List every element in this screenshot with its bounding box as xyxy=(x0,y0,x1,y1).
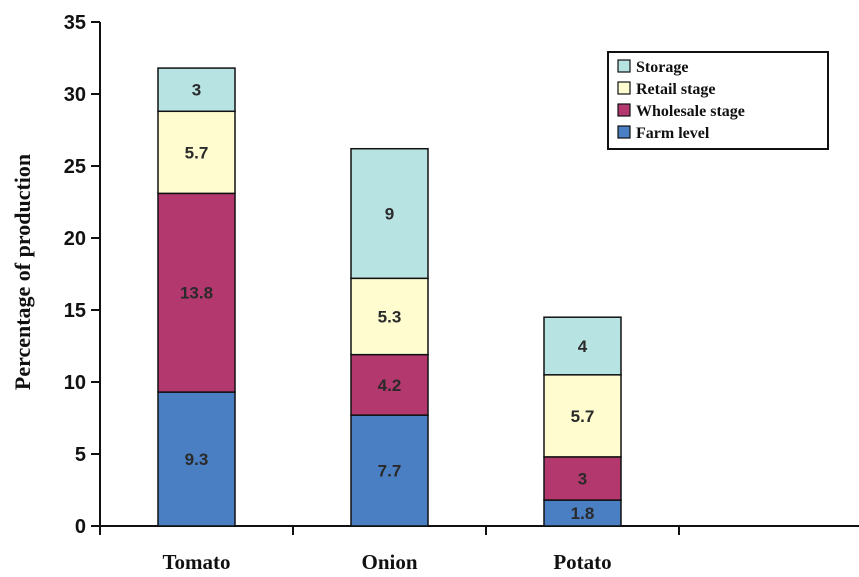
bar-segment xyxy=(543,374,622,458)
data-labels: 9.3 13.8 5.7 3 7.7 4.2 5.3 9 1.8 3 5.7 4 xyxy=(180,81,594,523)
bar-segment xyxy=(543,316,622,376)
legend-swatch xyxy=(617,103,631,117)
legend-swatch xyxy=(617,125,631,139)
x-tick-label: Potato xyxy=(553,550,611,574)
data-label: 7.7 xyxy=(378,462,402,481)
axes: 0 5 10 15 20 25 30 35 Tomato Onion Potato xyxy=(64,12,859,574)
bar-segment xyxy=(157,391,236,527)
data-label: 9.3 xyxy=(185,450,209,469)
legend-box xyxy=(607,51,829,150)
data-label: 5.3 xyxy=(378,307,402,326)
bar-segment xyxy=(157,110,236,195)
legend-swatch xyxy=(617,59,631,73)
y-tick-label: 20 xyxy=(64,228,86,250)
y-tick-label: 10 xyxy=(64,372,86,394)
data-label: 4.2 xyxy=(378,376,402,395)
bar-segment xyxy=(350,277,429,356)
data-label: 1.8 xyxy=(571,504,595,523)
data-label: 4 xyxy=(578,337,588,356)
y-tick-label: 15 xyxy=(64,300,86,322)
data-label: 5.7 xyxy=(185,143,209,162)
legend: Storage Retail stage Wholesale stage Farm l… xyxy=(607,51,829,150)
x-tick-label: Tomato xyxy=(162,550,230,574)
legend-label: Farm level xyxy=(636,125,710,142)
legend-swatch xyxy=(617,81,631,95)
y-tick-label: 0 xyxy=(75,516,86,538)
bar-segment xyxy=(350,414,429,527)
y-tick-label: 30 xyxy=(64,84,86,106)
y-tick-label: 5 xyxy=(75,444,86,466)
bar-segment xyxy=(543,499,622,527)
bar-segment xyxy=(157,192,236,393)
bar-segment xyxy=(543,456,622,501)
legend-label: Storage xyxy=(636,59,688,76)
data-label: 3 xyxy=(192,81,201,100)
bar-segment xyxy=(157,67,236,113)
legend-label: Wholesale stage xyxy=(636,103,745,120)
bar-segment xyxy=(350,353,429,416)
data-label: 9 xyxy=(385,205,394,224)
x-tick-label: Onion xyxy=(361,550,417,574)
data-label: 3 xyxy=(578,469,587,488)
data-label: 13.8 xyxy=(180,284,213,303)
y-tick-label: 25 xyxy=(64,156,86,178)
legend-label: Retail stage xyxy=(636,81,716,98)
bar-segment xyxy=(350,147,429,280)
data-label: 5.7 xyxy=(571,407,595,426)
bars xyxy=(157,67,622,527)
y-tick-label: 35 xyxy=(64,12,86,34)
y-axis-title: Percentage of production xyxy=(10,154,35,390)
